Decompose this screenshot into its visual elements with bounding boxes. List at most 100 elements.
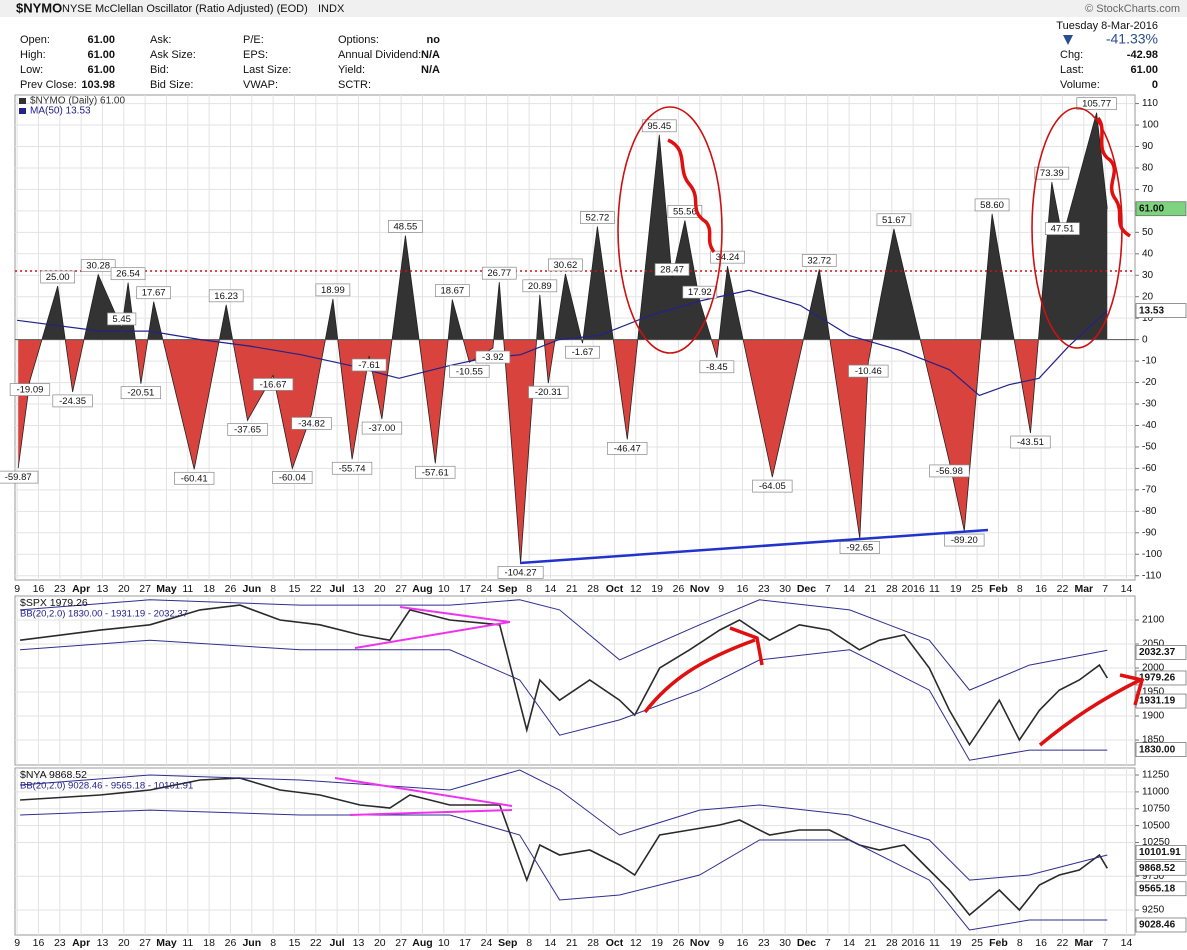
field-label: Bid:: [150, 64, 169, 76]
x-tick-label: 27: [139, 583, 151, 595]
value-label-box: [752, 479, 793, 493]
value-label: -56.98: [936, 466, 963, 477]
price-tag-label: 9868.52: [1139, 863, 1176, 874]
y-tick-label: 10500: [1142, 820, 1170, 831]
x-tick-label: Jul: [330, 583, 345, 595]
band-line: [20, 809, 1108, 931]
x-tick-label: 14: [1121, 583, 1133, 595]
x-tick-label: 13: [353, 583, 365, 595]
value-label: -104.27: [504, 567, 536, 578]
trendline: [349, 809, 513, 816]
value-label: -7.61: [358, 360, 380, 371]
trendline: [399, 606, 511, 623]
x-tick-label: 11: [182, 937, 193, 949]
value-label-box: [120, 386, 162, 400]
value-label-box: [876, 213, 912, 227]
value-label: -16.67: [260, 379, 287, 390]
value-label: 32.72: [807, 255, 831, 266]
value-label-box: [974, 198, 1010, 212]
value-label-box: [682, 285, 718, 299]
y-tick-label: 1900: [1142, 711, 1165, 722]
value-label: -20.51: [127, 388, 154, 399]
red-squiggle: [667, 138, 716, 254]
x-tick-label: 19: [651, 937, 663, 949]
value-label-box: [40, 270, 76, 284]
x-tick-label: 24: [481, 583, 493, 595]
value-label-box: [415, 465, 456, 479]
x-tick-label: Jun: [242, 937, 261, 949]
panel-subtitle: BB(20,2.0) 9028.46 - 9565.18 - 10101.91: [20, 781, 193, 792]
x-tick-label: 28: [886, 937, 898, 949]
x-tick-label: 14: [843, 583, 855, 595]
y-tick-label: -110: [1142, 570, 1162, 581]
title-bar: [0, 0, 1187, 17]
y-tick-label: 20: [1142, 291, 1154, 302]
x-tick-label: 14: [545, 937, 557, 949]
value-label: 51.67: [882, 215, 906, 226]
value-label-box: [565, 345, 600, 359]
y-tick-label: -80: [1142, 506, 1157, 517]
x-tick-label: 20: [118, 583, 130, 595]
value-label: 18.67: [440, 286, 464, 297]
red-arrow: [1038, 678, 1141, 747]
value-label-box: [944, 533, 985, 547]
y-tick-label: 2000: [1142, 663, 1165, 674]
x-tick-label: 22: [310, 583, 322, 595]
field-value: 61.00: [87, 49, 115, 61]
price-tag-label: 9028.46: [1139, 920, 1176, 931]
y-tick-label: 10250: [1142, 837, 1170, 848]
x-tick-label: 7: [825, 937, 831, 949]
field-value: 61.00: [87, 64, 115, 76]
y-tick-label: 2050: [1142, 639, 1165, 650]
x-tick-label: 8: [526, 937, 532, 949]
panel-title: $NYA 9868.52: [20, 769, 87, 781]
value-label: 25.00: [46, 272, 70, 283]
x-tick-label: 10: [438, 583, 450, 595]
value-label-box: [839, 541, 880, 554]
quote-value: 61.00: [1130, 64, 1158, 76]
x-tick-label: 16: [33, 583, 45, 595]
x-tick-label: 23: [758, 583, 770, 595]
x-tick-label: Sep: [498, 937, 517, 949]
value-label: 18.99: [321, 285, 345, 296]
value-label-box: [331, 461, 373, 475]
x-tick-label: 16: [737, 583, 749, 595]
panel: 1850 1900 1950 2000 2050 2100 $SPX 1979.26BB(2…: [14, 595, 1187, 766]
x-tick-label: Nov: [690, 583, 710, 595]
value-label-box: [522, 279, 558, 293]
value-label: -3.92: [482, 352, 504, 363]
price-tag-label: 1979.26: [1139, 673, 1176, 684]
x-tick-label: Apr: [72, 583, 90, 595]
x-tick-label: 21: [865, 583, 877, 595]
x-tick-label: 13: [97, 583, 109, 595]
band-line: [20, 769, 1108, 881]
value-label-box: [667, 205, 703, 218]
value-label: 26.54: [116, 269, 140, 280]
x-tick-label: 26: [225, 937, 237, 949]
x-tick-label: Feb: [989, 583, 1008, 595]
x-tick-label: 10: [438, 937, 450, 949]
x-tick-label: 20: [374, 583, 386, 595]
x-tick-label: 11: [929, 583, 940, 595]
x-tick-label: 7: [1102, 583, 1108, 595]
value-label: -34.82: [298, 418, 325, 429]
panel: -110-100-90-80-70-60-50-40-30-20-1001020…: [0, 94, 1187, 581]
red-arrow-head: [729, 626, 764, 666]
x-tick-label: Dec: [797, 937, 816, 949]
value-label: -24.35: [59, 396, 86, 407]
y-tick-label: 110: [1142, 98, 1158, 109]
panel-title: $SPX 1979.26: [20, 597, 88, 609]
x-tick-label: 13: [353, 937, 365, 949]
highlight-ellipse: [617, 106, 723, 354]
value-label-box: [848, 364, 889, 378]
band-line: [20, 599, 1108, 691]
y-tick-label: 2100: [1142, 615, 1165, 626]
value-label: 20.89: [528, 281, 552, 292]
x-tick-label: 13: [97, 937, 109, 949]
x-tick-label: 26: [225, 583, 237, 595]
y-tick-label: -90: [1142, 527, 1157, 538]
y-tick-label: -40: [1142, 420, 1157, 431]
field-label: High:: [20, 49, 46, 61]
quote-date: Tuesday 8-Mar-2016: [1056, 20, 1158, 32]
x-tick-label: 28: [587, 583, 599, 595]
